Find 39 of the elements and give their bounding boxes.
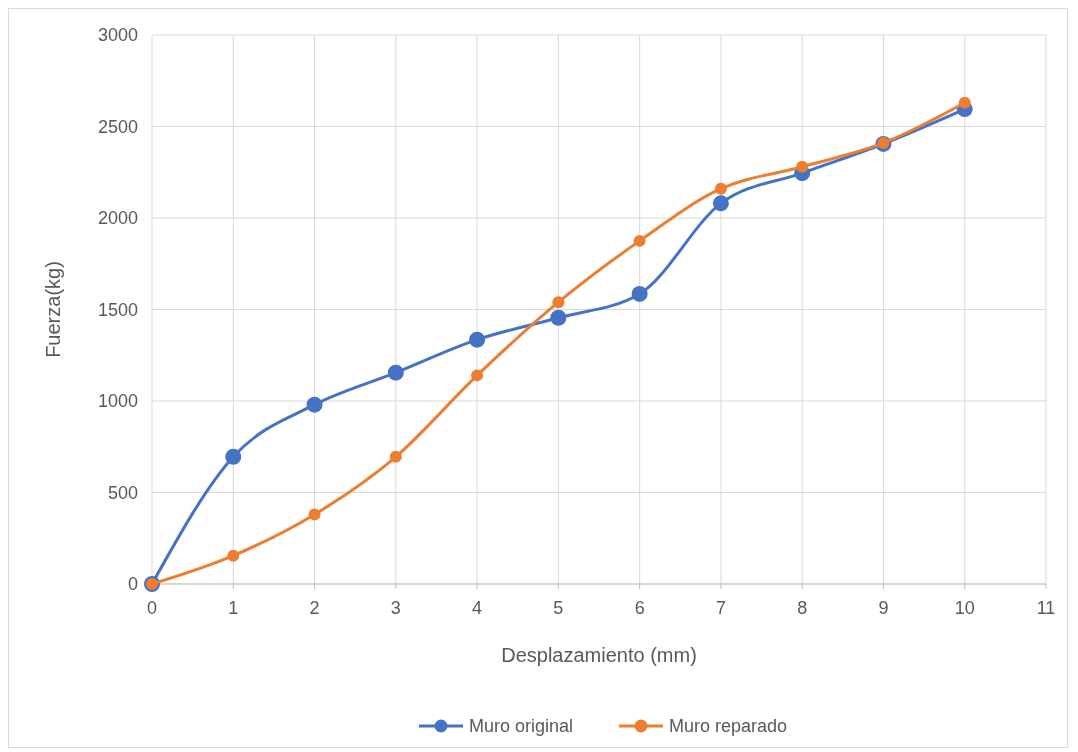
x-tick-label: 3: [390, 598, 401, 618]
y-tick-label: 1500: [97, 299, 138, 320]
point: [958, 96, 971, 109]
y-tick-label: 2000: [97, 208, 138, 228]
point: [308, 508, 321, 521]
point: [387, 364, 404, 381]
point: [796, 160, 809, 173]
y-tick-label: 3000: [97, 25, 138, 45]
point: [389, 450, 402, 463]
point: [471, 369, 484, 382]
x-tick-label: 11: [1036, 598, 1056, 618]
x-tick-label: 6: [634, 598, 645, 618]
point: [714, 182, 727, 195]
point: [631, 285, 648, 302]
x-axis-title: Desplazamiento (mm): [501, 644, 697, 666]
point: [469, 331, 486, 348]
x-tick-label: 10: [954, 598, 975, 618]
y-tick-label: 500: [107, 482, 138, 503]
x-tick-label: 5: [553, 598, 564, 618]
legend-label: Muro original: [469, 716, 574, 736]
legend-label: Muro reparado: [669, 716, 788, 736]
point: [306, 396, 323, 413]
point: [712, 195, 729, 212]
x-tick-label: 7: [715, 598, 726, 618]
point: [552, 296, 565, 309]
x-tick-label: 1: [228, 598, 239, 618]
x-tick-label: 2: [309, 598, 320, 618]
point: [633, 234, 646, 247]
y-tick-label: 0: [127, 574, 138, 594]
y-axis-title: Fuerza(kg): [42, 261, 64, 358]
x-tick-label: 4: [472, 598, 483, 618]
point: [550, 309, 567, 326]
y-tick-label: 2500: [97, 116, 138, 137]
point: [225, 448, 242, 465]
x-tick-label: 0: [146, 598, 158, 618]
y-tick-label: 1000: [97, 391, 138, 411]
x-tick-label: 9: [878, 598, 889, 618]
point: [227, 549, 240, 562]
x-tick-label: 8: [797, 598, 808, 618]
